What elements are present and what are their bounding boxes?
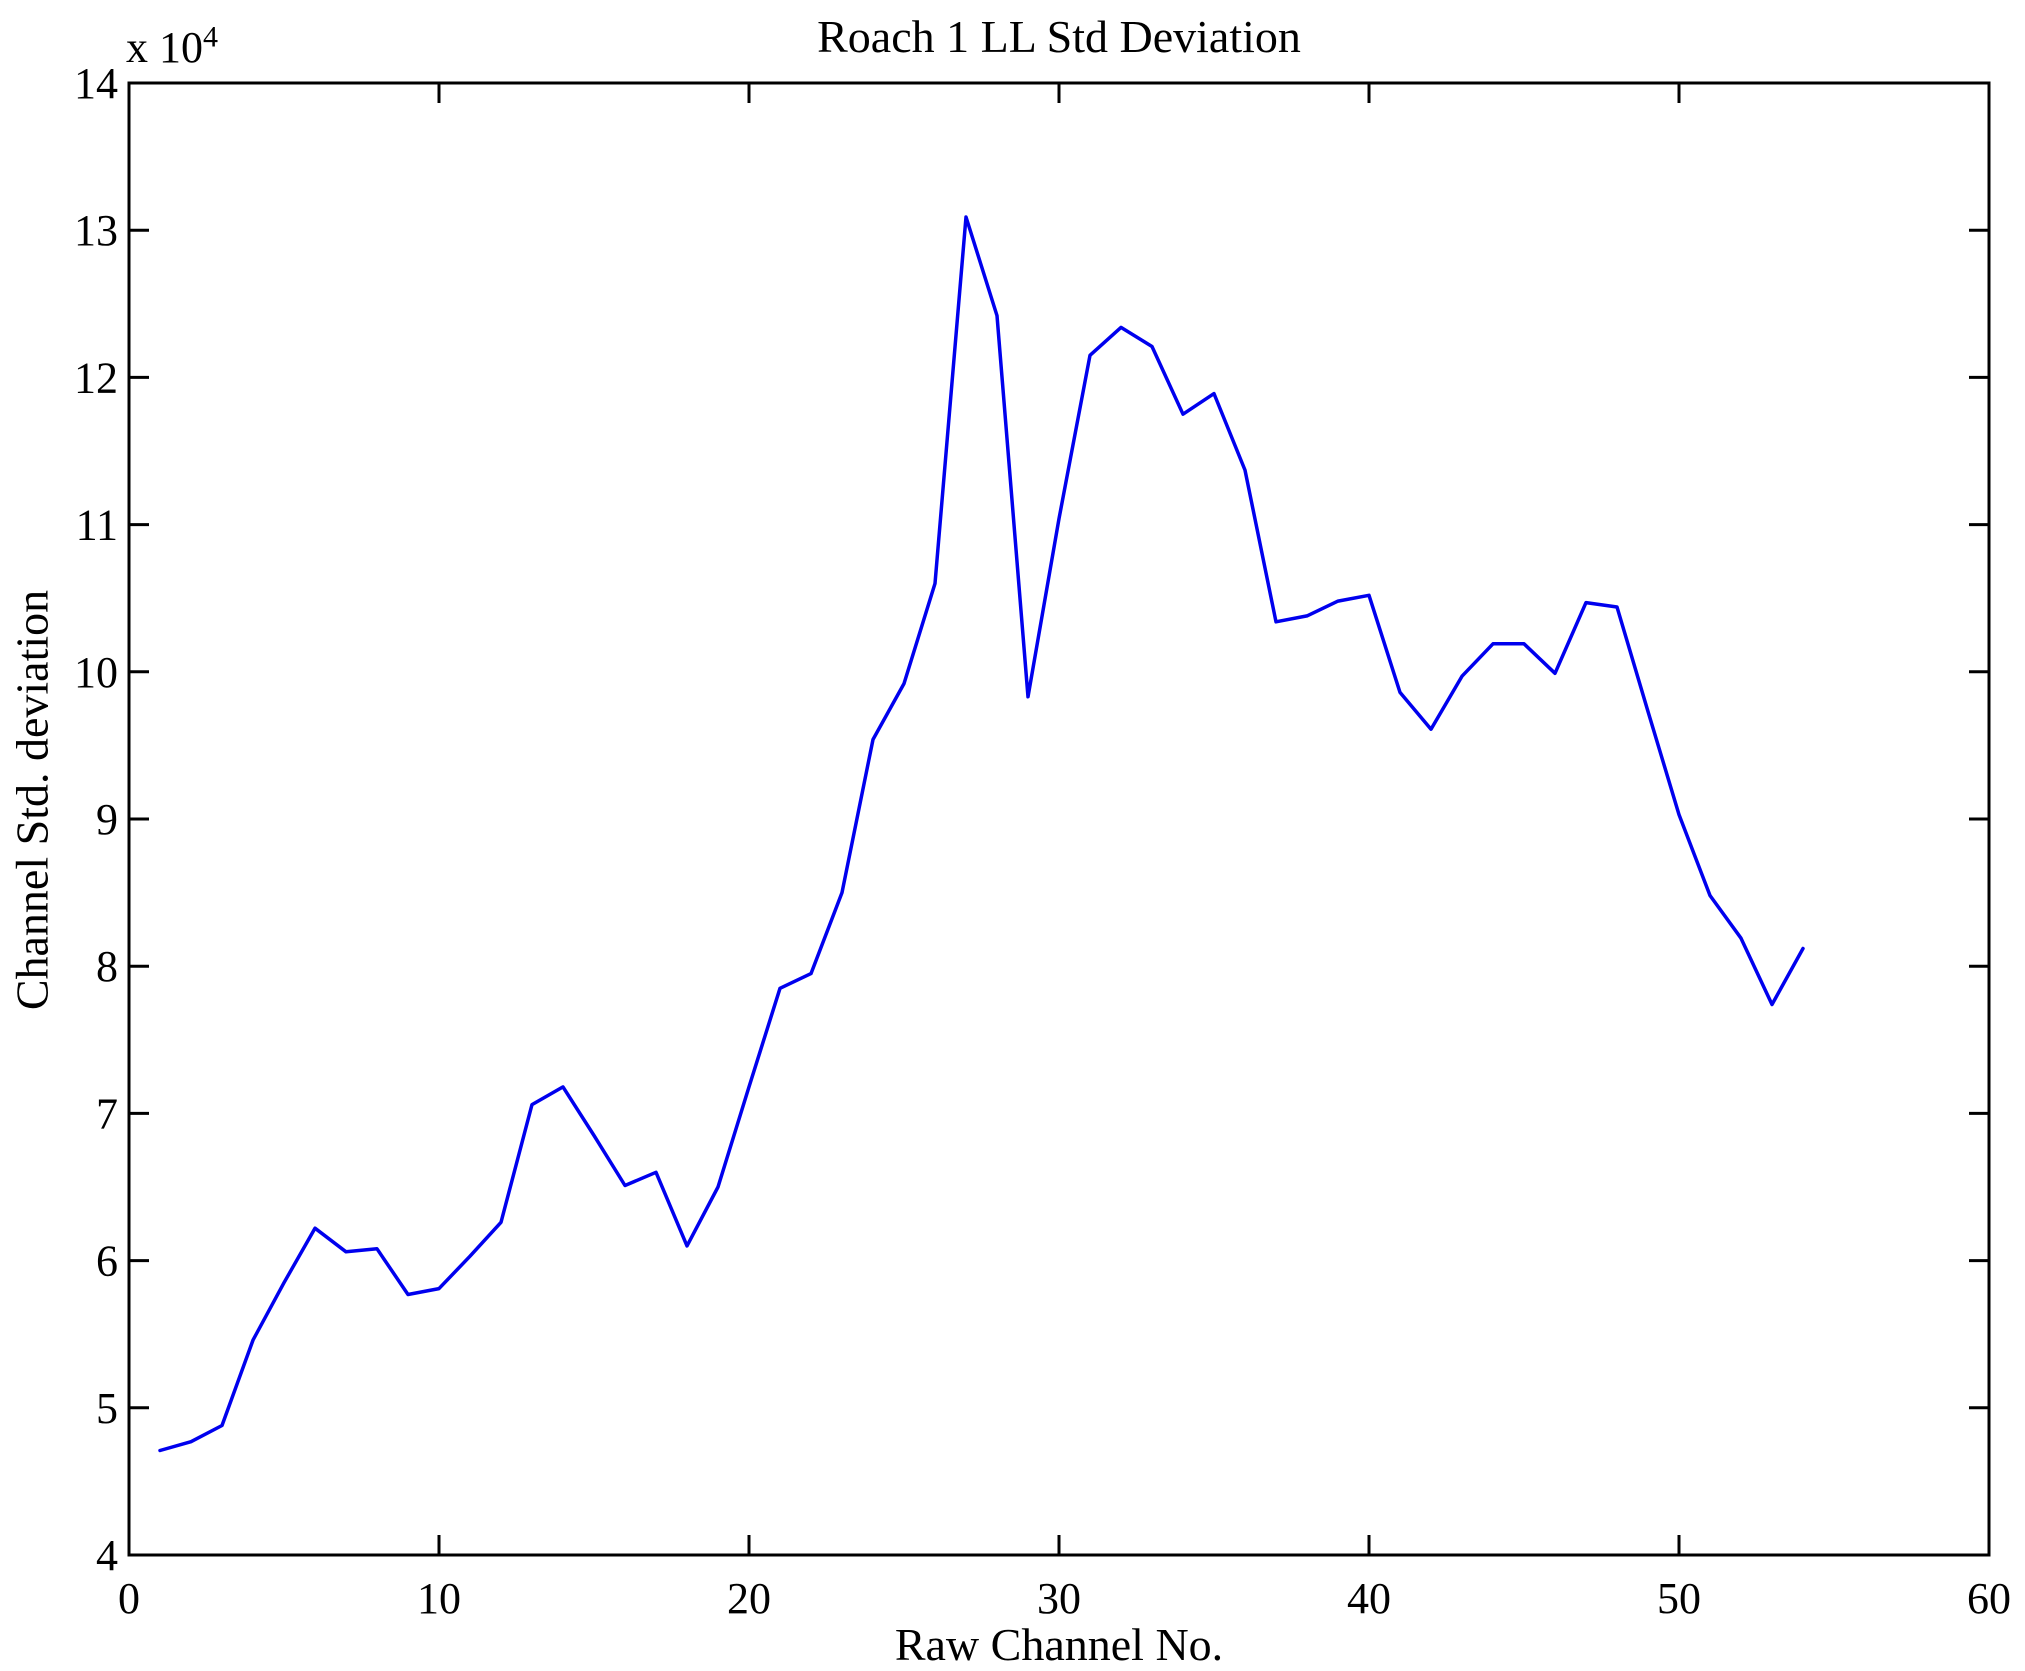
y-tick-label: 5: [96, 1384, 118, 1433]
y-tick-label: 12: [74, 353, 118, 402]
y-axis-exponent-base: x 10: [126, 23, 203, 72]
x-tick-label: 30: [1037, 1574, 1081, 1623]
y-tick-label: 11: [76, 501, 118, 550]
y-tick-label: 8: [96, 942, 118, 991]
y-tick-label: 14: [74, 59, 118, 108]
x-tick-label: 0: [118, 1574, 140, 1623]
x-axis-label: Raw Channel No.: [894, 1619, 1224, 1670]
y-tick-label: 9: [96, 795, 118, 844]
x-tick-label: 50: [1657, 1574, 1701, 1623]
y-tick-label: 6: [96, 1237, 118, 1286]
y-axis-exponent-power: 4: [203, 20, 218, 54]
y-tick-label: 7: [96, 1089, 118, 1138]
x-tick-label: 40: [1347, 1574, 1391, 1623]
data-line: [158, 215, 1805, 1453]
y-tick-label: 13: [74, 206, 118, 255]
x-tick-label: 20: [727, 1574, 771, 1623]
y-axis-label: Channel Std. deviation: [6, 589, 58, 1011]
x-tick-label: 10: [417, 1574, 461, 1623]
chart-title: Roach 1 LL Std Deviation: [817, 11, 1301, 62]
plot-box: [127, 81, 1991, 1557]
x-tick-label: 60: [1967, 1574, 2011, 1623]
y-axis-exponent-label: x 104: [126, 22, 218, 73]
y-tick-label: 10: [74, 648, 118, 697]
y-tick-label: 4: [96, 1531, 118, 1580]
